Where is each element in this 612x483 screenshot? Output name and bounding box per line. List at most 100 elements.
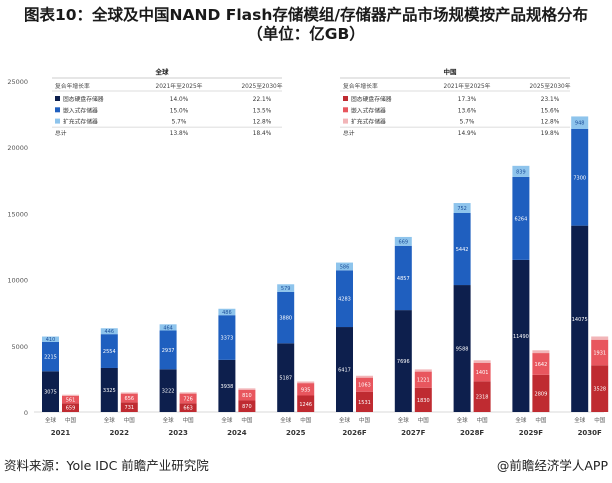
bar-global-0: [512, 259, 530, 412]
bar-china-0: [414, 387, 432, 412]
group-label: 中国: [65, 416, 77, 424]
bar-china-2: [62, 394, 79, 396]
group-label: 全球: [457, 416, 469, 424]
legend-label: 固态硬盘存储器: [351, 95, 392, 103]
data-label: 464: [163, 325, 173, 331]
data-label: 7300: [573, 175, 586, 181]
legend-swatch: [55, 118, 60, 124]
bar-china-0: [62, 403, 79, 412]
bar-china-1: [238, 389, 256, 401]
table-cell: 17.3%: [458, 97, 477, 103]
data-label: 1221: [417, 378, 430, 384]
x-tick-label: 2027F: [401, 429, 425, 437]
bar-china-1: [356, 377, 373, 392]
x-tick-label: 2030F: [578, 429, 602, 437]
y-tick-label: 5000: [11, 343, 28, 351]
data-label: 810: [242, 393, 252, 399]
data-label: 1830: [417, 398, 430, 404]
data-label: 486: [222, 310, 232, 316]
group-label: 中国: [418, 416, 430, 424]
bar-global-1: [218, 315, 236, 360]
y-tick-label: 0: [24, 409, 28, 417]
table-header: 复合年增长率: [55, 82, 90, 90]
data-label: 446: [105, 329, 115, 335]
bar-china-0: [297, 395, 315, 412]
data-label: 656: [125, 396, 135, 402]
data-label: 9588: [456, 347, 469, 353]
table-cell: 15.0%: [170, 108, 189, 114]
legend-swatch: [55, 96, 60, 101]
data-label: 5187: [279, 376, 292, 382]
bar-china-1: [62, 395, 79, 404]
table-total-label: 总计: [343, 129, 355, 137]
legend-swatch: [343, 118, 348, 124]
table-cell: 13.8%: [170, 131, 189, 137]
data-label: 3880: [279, 316, 292, 322]
y-tick-label: 20000: [7, 144, 28, 152]
table-cell: 22.1%: [253, 97, 272, 103]
x-tick-label: 2021: [51, 429, 71, 437]
data-label: 3075: [44, 390, 57, 396]
bar-global-1: [42, 341, 59, 372]
bar-china-2: [356, 375, 373, 378]
x-tick-label: 2026F: [342, 429, 366, 437]
bar-global-1: [336, 270, 353, 328]
bar-china-2: [473, 360, 491, 363]
legend-swatch: [343, 96, 348, 101]
data-label: 2809: [535, 391, 548, 397]
table-cell: 5.7%: [460, 120, 475, 126]
table-cell: 18.4%: [253, 131, 272, 137]
chart-title: 图表10：全球及中国NAND Flash存储模组/存储器产品市场规模按产品规格分…: [0, 6, 612, 44]
x-tick-label: 2029F: [519, 429, 543, 437]
legend-swatch: [55, 107, 60, 113]
data-label: 2318: [476, 395, 489, 401]
y-tick-label: 25000: [7, 78, 28, 86]
bar-global-0: [42, 371, 59, 412]
bar-global-0: [571, 225, 589, 412]
bar-global-1: [571, 128, 589, 226]
bar-china-1: [297, 383, 315, 396]
bar-china-0: [356, 391, 373, 412]
table-title: 全球: [155, 67, 170, 76]
bar-china-0: [473, 381, 491, 412]
bar-china-1: [532, 353, 550, 375]
data-label: 1246: [299, 402, 312, 408]
bar-china-0: [591, 365, 609, 412]
bar-china-1: [179, 393, 197, 404]
bar-china-0: [238, 400, 256, 412]
data-label: 1931: [593, 351, 606, 357]
source-note: 资料来源：Yole IDC 前瞻产业研究院: [4, 458, 209, 473]
data-label: 2554: [103, 349, 116, 355]
data-label: 726: [183, 396, 193, 402]
table-title: 中国: [444, 67, 458, 76]
table-cell: 13.6%: [458, 108, 477, 114]
legend-label: 扩充式存储器: [351, 118, 386, 126]
bar-china-1: [591, 339, 609, 366]
data-label: 3528: [593, 387, 606, 393]
bar-global-1: [100, 334, 118, 368]
group-label: 中国: [183, 416, 195, 424]
group-label: 全球: [339, 416, 351, 424]
bar-china-0: [179, 403, 197, 412]
data-label: 14075: [572, 317, 588, 323]
data-label: 5442: [456, 247, 469, 253]
data-label: 3325: [103, 388, 116, 394]
bar-global-0: [394, 310, 412, 412]
bar-global-2: [394, 236, 412, 246]
data-label: 586: [340, 264, 350, 270]
data-label: 659: [66, 406, 76, 412]
bar-china-2: [297, 381, 315, 384]
group-label: 中国: [594, 416, 606, 424]
bar-china-2: [591, 336, 609, 340]
group-label: 全球: [221, 416, 233, 424]
data-label: 1531: [358, 400, 371, 406]
data-label: 935: [301, 387, 311, 393]
table-header: 2025至2030年: [529, 82, 570, 90]
data-label: 2215: [44, 355, 57, 361]
data-label: 4283: [338, 297, 351, 303]
group-label: 中国: [535, 416, 547, 424]
group-label: 全球: [163, 416, 175, 424]
data-label: 663: [183, 406, 193, 412]
group-label: 中国: [124, 416, 136, 424]
